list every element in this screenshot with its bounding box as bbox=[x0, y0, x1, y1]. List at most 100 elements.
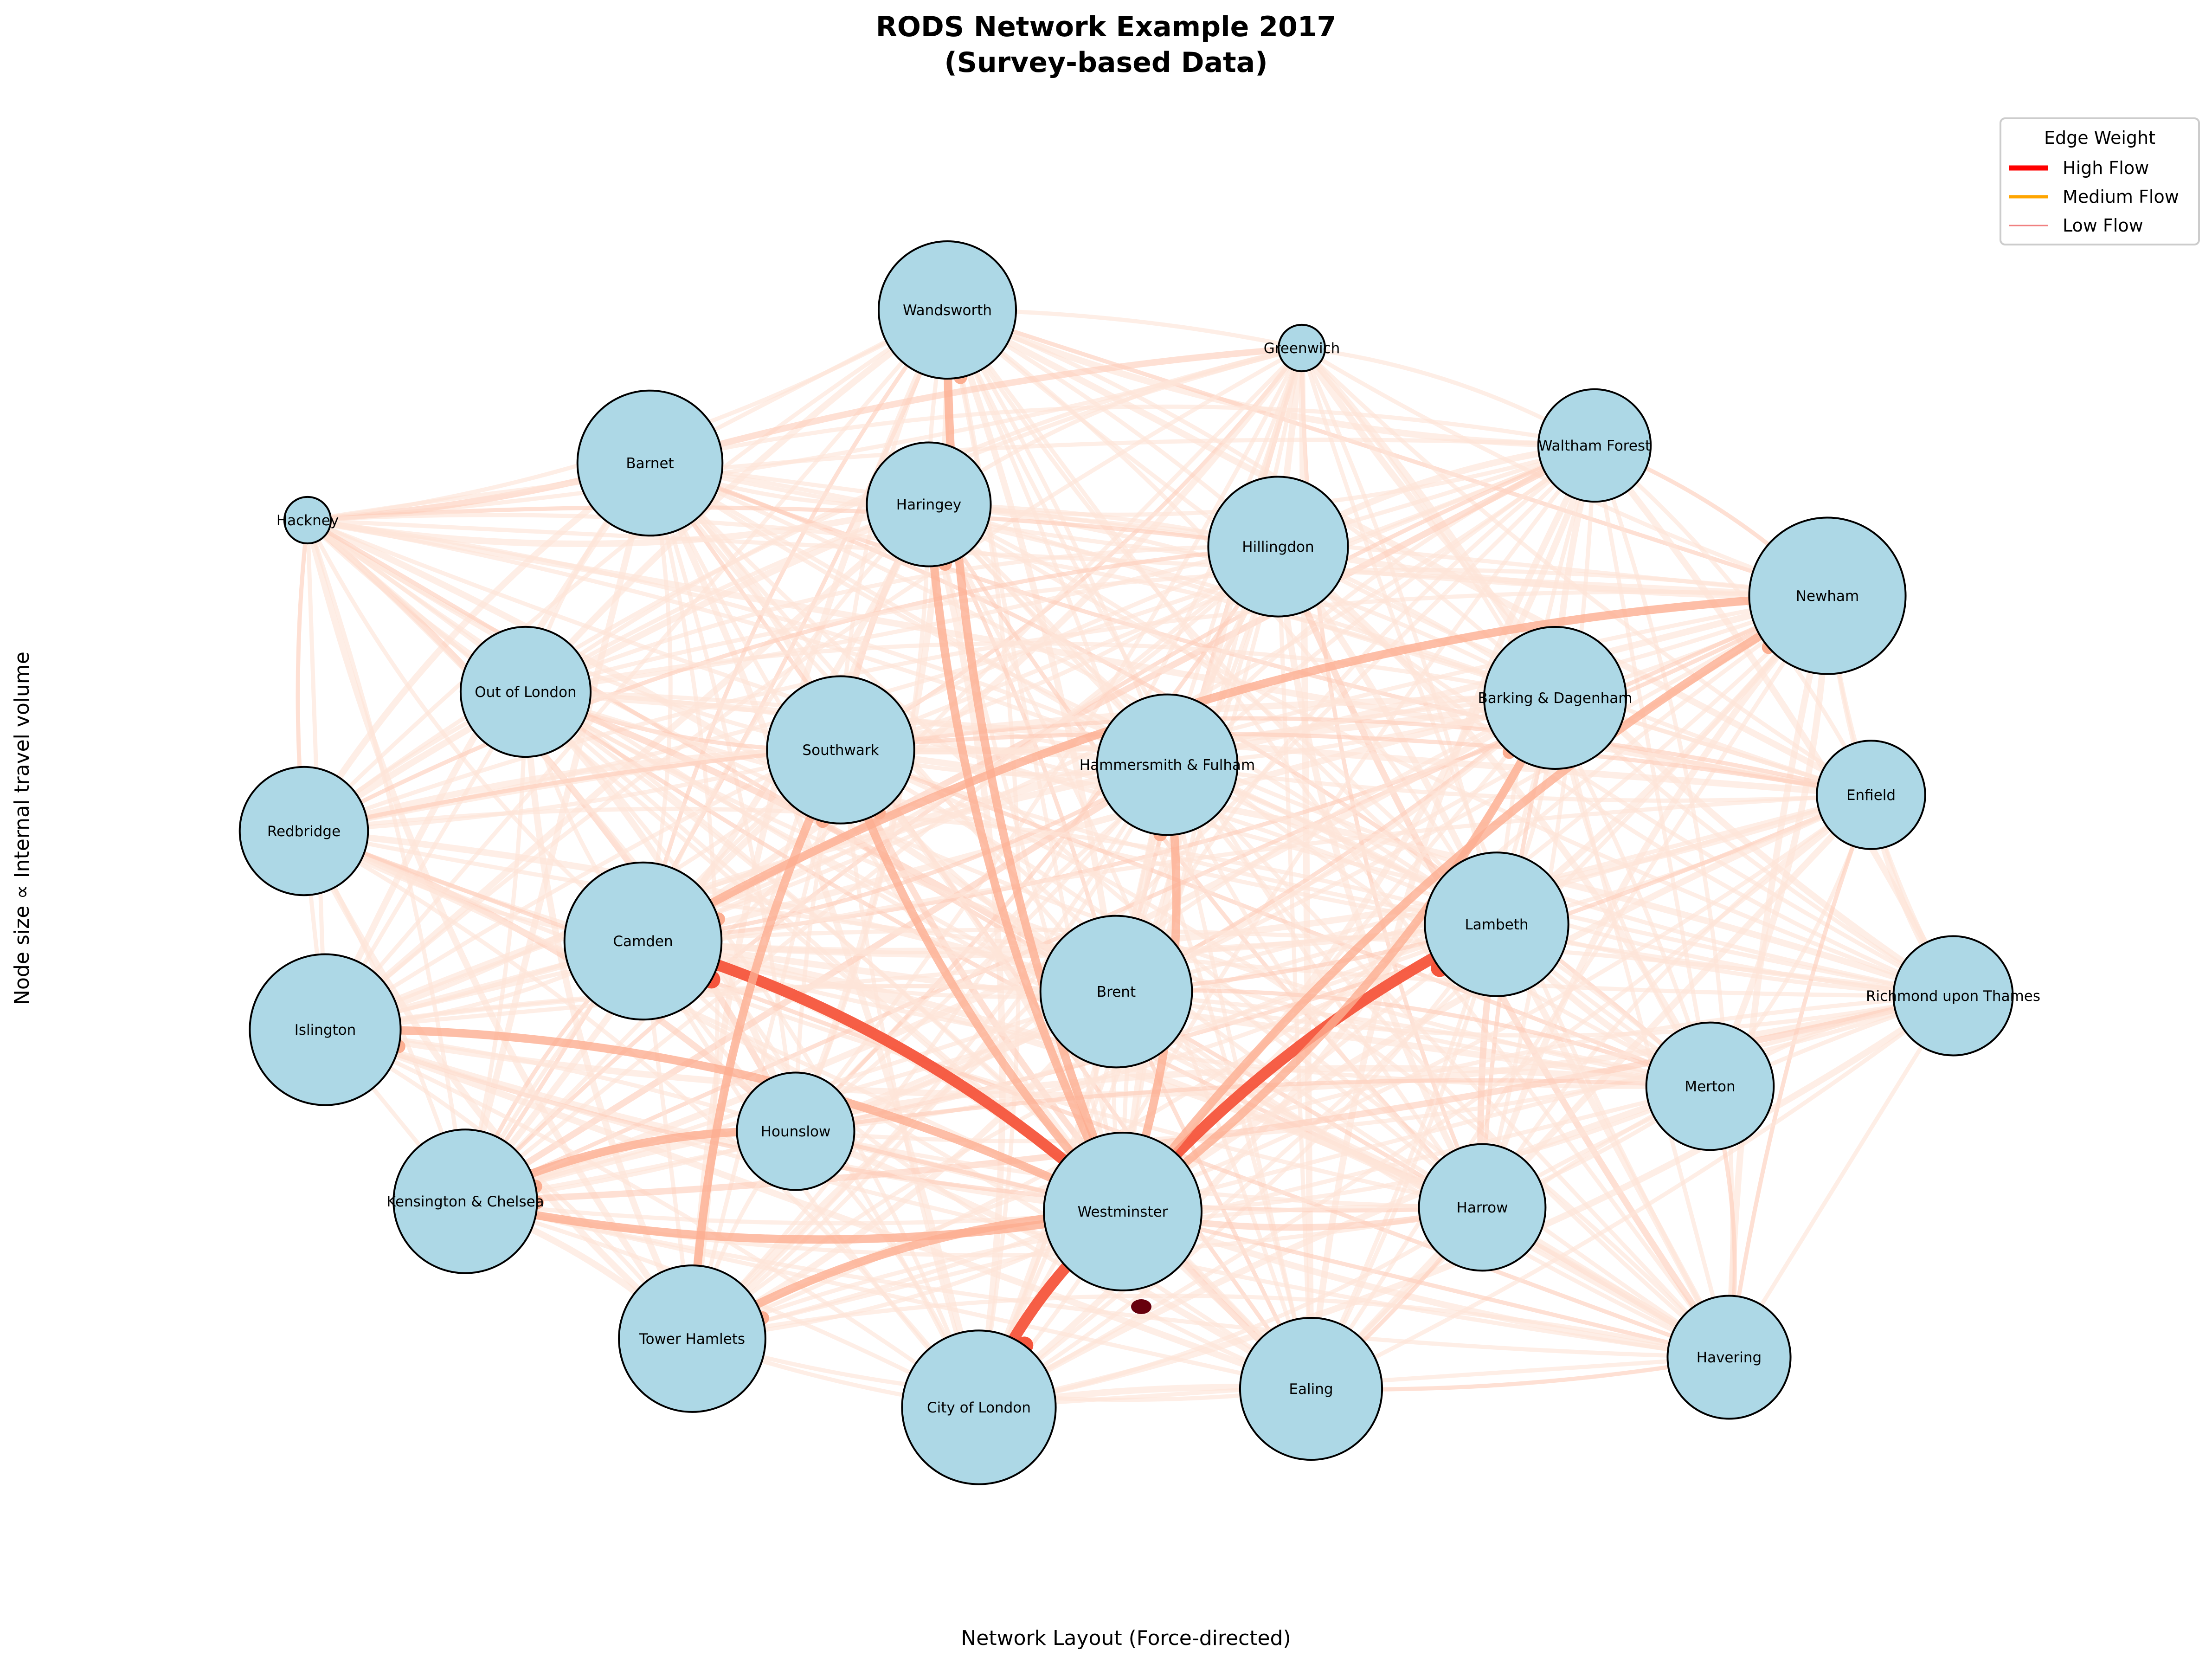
flow-edge bbox=[641, 928, 1955, 998]
network-node: Haringey bbox=[866, 441, 992, 567]
flow-edge bbox=[1119, 1208, 1732, 1360]
flow-edge bbox=[1114, 989, 1955, 1038]
node-circle bbox=[1892, 935, 2014, 1057]
node-circle bbox=[1043, 1132, 1202, 1291]
flow-edge bbox=[462, 1065, 1713, 1205]
node-circle bbox=[249, 953, 402, 1106]
flow-edge bbox=[1480, 793, 1873, 1210]
flow-edge bbox=[322, 695, 1558, 1033]
flow-edge bbox=[322, 761, 1170, 1033]
flow-edge bbox=[323, 922, 1499, 1032]
network-node: Ealing bbox=[1239, 1316, 1383, 1461]
flow-edge bbox=[641, 762, 1170, 943]
node-label: Wandsworth bbox=[903, 302, 992, 319]
flow-edge bbox=[944, 307, 1119, 995]
network-node: Lambeth bbox=[1424, 851, 1569, 997]
self-loop-marker bbox=[1131, 1299, 1151, 1314]
node-label: Richmond upon Thames bbox=[1866, 988, 2040, 1005]
flow-edge bbox=[305, 518, 645, 943]
node-circle bbox=[1483, 625, 1627, 770]
node-label: Brent bbox=[1097, 984, 1136, 1000]
node-label: Waltham Forest bbox=[1538, 438, 1651, 454]
flow-edge bbox=[523, 567, 1830, 694]
network-node: Brent bbox=[1039, 915, 1193, 1069]
node-circle bbox=[1096, 693, 1239, 836]
node-label: Harrow bbox=[1457, 1199, 1508, 1216]
chart-title-line1: RODS Network Example 2017 bbox=[876, 11, 1337, 43]
flow-edge bbox=[793, 1129, 1731, 1360]
network-node: Hounslow bbox=[736, 1071, 855, 1191]
network-node: City of London bbox=[901, 1329, 1057, 1485]
highlighted-flow-edge bbox=[1119, 694, 1559, 1216]
x-axis-label: Network Layout (Force-directed) bbox=[961, 1626, 1291, 1650]
node-circle bbox=[1666, 1295, 1792, 1420]
network-node: Greenwich bbox=[1264, 323, 1340, 373]
node-label: Haringey bbox=[896, 496, 961, 513]
network-node: Redbridge bbox=[238, 766, 369, 896]
node-label: Lambeth bbox=[1465, 916, 1528, 933]
highlighted-flow-edge bbox=[1119, 592, 1832, 1216]
node-circle bbox=[1645, 1021, 1775, 1151]
network-node: Hackney bbox=[276, 496, 339, 545]
node-label: Out of London bbox=[475, 684, 576, 701]
network-node: Havering bbox=[1666, 1295, 1792, 1420]
network-node: Hillingdon bbox=[1207, 476, 1349, 618]
flow-edge bbox=[1480, 443, 1597, 1210]
node-label: Hounslow bbox=[761, 1123, 831, 1140]
node-label: Hammersmith & Fulham bbox=[1080, 757, 1255, 774]
flow-edge bbox=[305, 518, 468, 1204]
flow-edge bbox=[838, 716, 1873, 797]
node-circle bbox=[618, 1264, 766, 1413]
flow-edge bbox=[1553, 696, 1955, 998]
network-node: Tower Hamlets bbox=[618, 1264, 766, 1413]
node-circle bbox=[459, 625, 592, 758]
network-node: Camden bbox=[563, 861, 723, 1021]
node-label: Camden bbox=[613, 933, 673, 950]
flow-edge bbox=[926, 502, 1731, 1360]
flow-edge bbox=[302, 748, 843, 833]
flow-edge bbox=[1275, 543, 1831, 600]
network-node: Newham bbox=[1748, 516, 1907, 675]
flow-edge bbox=[1275, 543, 1713, 1090]
flow-edge bbox=[641, 696, 1557, 943]
flow-edge bbox=[837, 747, 1956, 999]
node-label: Ealing bbox=[1289, 1381, 1333, 1398]
node-circle bbox=[1418, 1143, 1547, 1272]
flow-edge bbox=[301, 828, 695, 1342]
flow-edge bbox=[305, 505, 1280, 549]
flow-edge bbox=[977, 1205, 1485, 1410]
node-circle bbox=[283, 496, 332, 545]
highlighted-flow-edge bbox=[321, 1025, 1127, 1216]
flow-edge bbox=[1120, 544, 1280, 1214]
node-label: Havering bbox=[1697, 1349, 1762, 1366]
flow-edge bbox=[926, 502, 1125, 1214]
flow-edge bbox=[945, 308, 1170, 767]
node-label: Hillingdon bbox=[1242, 539, 1314, 555]
node-circle bbox=[1424, 851, 1569, 997]
flow-edge bbox=[523, 544, 1280, 694]
legend-title: Edge Weight bbox=[2044, 128, 2155, 148]
node-label: Enfield bbox=[1846, 787, 1896, 804]
node-label: Westminster bbox=[1078, 1204, 1168, 1220]
flow-edge bbox=[1114, 989, 1731, 1360]
flow-edge bbox=[323, 308, 950, 1032]
flow-edge bbox=[793, 993, 1955, 1143]
node-circle bbox=[877, 240, 1017, 380]
chart-title-line2: (Survey-based Data) bbox=[944, 46, 1267, 79]
node-circle bbox=[736, 1071, 855, 1191]
node-label: Southwark bbox=[802, 742, 879, 759]
legend-label-high: High Flow bbox=[2063, 158, 2149, 178]
highlighted-flow-edge bbox=[688, 746, 845, 1343]
node-label: Merton bbox=[1685, 1078, 1735, 1095]
network-node: Richmond upon Thames bbox=[1866, 935, 2040, 1057]
node-layer: Wandsworth Greenwich Barnet Haringey Waltham… bbox=[238, 240, 2040, 1485]
node-circle bbox=[576, 389, 724, 537]
flow-edge bbox=[945, 308, 1557, 700]
flow-edge bbox=[1120, 993, 1955, 1214]
flow-edge bbox=[323, 793, 1873, 1032]
network-node: Southwark bbox=[766, 675, 915, 825]
node-circle bbox=[1816, 740, 1926, 850]
node-circle bbox=[1039, 915, 1193, 1069]
flow-edge bbox=[523, 690, 1313, 1391]
node-label: Kensington & Chelsea bbox=[386, 1193, 544, 1210]
